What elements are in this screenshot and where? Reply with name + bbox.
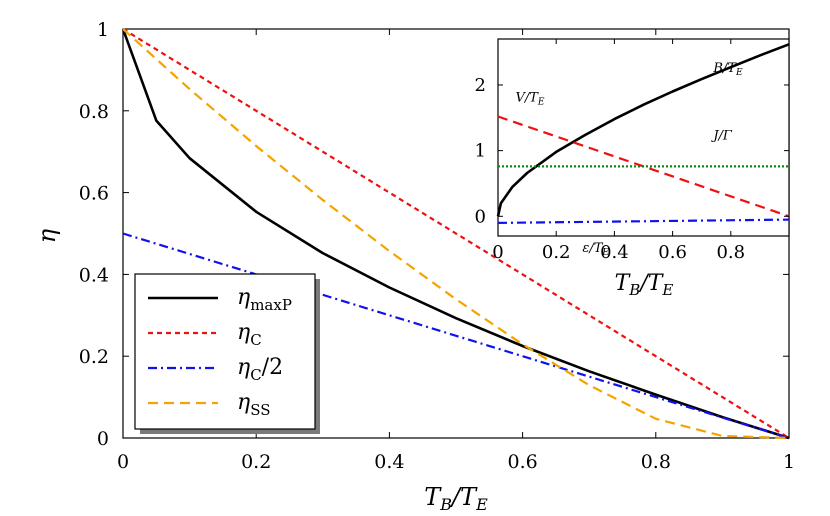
inset-series-group (496, 43, 790, 224)
main-x-tick-label: 0 (117, 451, 129, 473)
inset-series-line-t-e (497, 218, 790, 224)
main-x-tick-label: 1 (783, 451, 795, 473)
series-line-c-2 (122, 232, 790, 440)
inset-plot: 0 0.2 0.4 0.6 0.8 012 B/TEV/TEJ/Γε/TE TB/TE (475, 38, 790, 299)
inset-y-ticks: 0 1 2 (475, 75, 789, 227)
legend-label-c-2: ηC/2 (237, 355, 283, 384)
inset-x-tick-label: 0 (492, 242, 503, 263)
inset-x-tick-label: 0.6 (658, 242, 687, 263)
inset-annotations: B/TE V/TE J/Γ ε/TE (515, 61, 742, 258)
legend-label-ss: ηSS (237, 390, 270, 419)
main-y-tick-label: 0.8 (79, 101, 109, 123)
main-series-group (121, 28, 790, 440)
main-y-tick-label: 1 (97, 19, 109, 41)
main-x-tick-label: 0.8 (641, 451, 671, 473)
legend-label-maxp: ηmaxP (237, 285, 292, 314)
main-y-tick-label: 0.6 (79, 183, 109, 205)
main-x-tick-label: 0.6 (507, 451, 537, 473)
inset-x-ticks: 0 0.2 0.4 0.6 0.8 (492, 39, 745, 263)
main-x-tick-label: 0.4 (374, 451, 404, 473)
inset-y-tick-label: 0 (475, 206, 486, 227)
legend-label-c: ηC (237, 320, 262, 349)
inset-series-line-b-t-e (496, 43, 790, 217)
main-y-axis-title: η (33, 228, 61, 243)
main-y-tick-label: 0 (97, 428, 109, 450)
inset-annotation-j: J/Γ (710, 128, 733, 143)
inset-x-tick-label: 0.2 (542, 242, 571, 263)
series-line-c (122, 28, 790, 439)
legend-items: ηmaxP ηC ηC/2 ηSS (148, 285, 292, 419)
main-y-tick-label: 0.2 (79, 346, 109, 368)
inset-plot-frame (497, 38, 790, 237)
series-line-ss (122, 28, 790, 440)
main-x-tick-label: 0.2 (241, 451, 271, 473)
inset-x-tick-label: 0.8 (716, 242, 745, 263)
inset-x-tick-label: 0.4 (600, 242, 629, 263)
inset-annotation-v-t-e: V/TE (515, 90, 544, 107)
inset-annotation-b-t-e: B/TE (712, 61, 743, 78)
inset-y-tick-label: 1 (475, 141, 486, 162)
main-y-tick-label: 0.4 (79, 264, 109, 286)
inset-annotation-t-e: ε/TE (582, 241, 609, 258)
main-y-ticks: 0 0.2 0.4 0.6 0.8 1 (79, 19, 789, 450)
legend: ηmaxP ηC ηC/2 ηSS (134, 273, 320, 434)
series-line-maxp (121, 28, 790, 440)
inset-y-tick-label: 2 (475, 75, 486, 96)
